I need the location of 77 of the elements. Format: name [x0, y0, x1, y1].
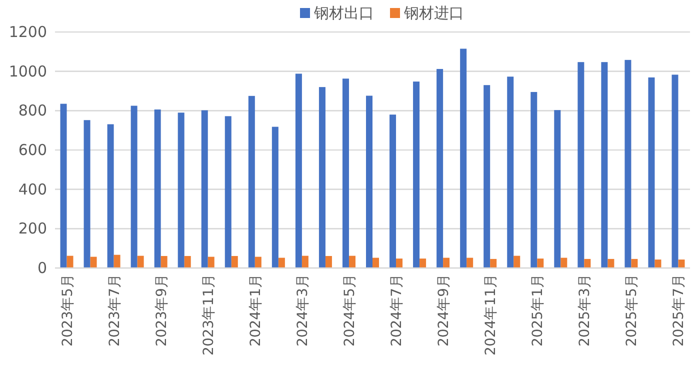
- x-tick-label: 2024年1月: [248, 274, 264, 347]
- y-tick-label: 400: [18, 180, 47, 198]
- bar: [654, 260, 662, 268]
- bar: [160, 256, 168, 268]
- bar: [366, 96, 372, 268]
- bar: [154, 109, 161, 268]
- bar: [530, 92, 538, 268]
- bar: [254, 256, 262, 268]
- bar: [678, 260, 685, 268]
- x-tick-label: 2023年11月: [200, 274, 217, 356]
- legend-label: 钢材进口: [403, 4, 464, 22]
- bar: [224, 116, 232, 268]
- bar: [413, 82, 420, 268]
- bar: [272, 126, 278, 268]
- bar: [278, 258, 285, 268]
- bar: [443, 258, 450, 268]
- y-tick-label: 1000: [8, 62, 47, 80]
- bar: [631, 258, 638, 268]
- x-tick-label: 2024年11月: [483, 274, 500, 356]
- y-tick-label: 800: [18, 102, 47, 120]
- bar: [560, 258, 568, 268]
- bar: [90, 256, 97, 268]
- bar: [208, 256, 214, 268]
- bar: [436, 68, 444, 268]
- x-tick-label: 2023年9月: [154, 274, 170, 347]
- bar: [66, 256, 74, 268]
- bar: [624, 60, 632, 268]
- x-tick-label: 2023年7月: [106, 274, 123, 347]
- bar: [396, 258, 403, 268]
- bar: [672, 74, 678, 268]
- x-tick-label: 2025年1月: [530, 274, 546, 347]
- y-tick-label: 600: [18, 141, 47, 159]
- bar: [137, 256, 144, 268]
- x-tick-label: 2025年7月: [671, 274, 688, 347]
- x-tick-label: 2024年9月: [436, 274, 452, 347]
- bar: [348, 256, 356, 268]
- bar: [114, 254, 120, 268]
- bar: [295, 74, 302, 268]
- x-tick-label: 2024年5月: [342, 274, 358, 347]
- bar: [201, 110, 208, 268]
- bar: [537, 258, 544, 268]
- legend-label: 钢材出口: [313, 4, 374, 22]
- bar: [490, 258, 497, 268]
- x-tick-label: 2024年7月: [389, 274, 406, 347]
- bar: [554, 110, 561, 268]
- bar: [514, 256, 520, 268]
- x-tick-label: 2024年3月: [294, 274, 311, 347]
- bar: [302, 256, 308, 268]
- bar: [248, 96, 255, 268]
- bar: [507, 76, 514, 268]
- bar: [130, 106, 138, 268]
- x-tick-label: 2025年3月: [577, 274, 594, 347]
- bar: [390, 114, 396, 268]
- bar: [325, 256, 332, 268]
- bar: [484, 85, 490, 268]
- bar: [648, 77, 655, 268]
- y-tick-label: 0: [37, 259, 47, 277]
- bar: [107, 124, 114, 268]
- x-tick-label: 2023年5月: [60, 274, 76, 347]
- bar: [178, 112, 184, 268]
- bar: [184, 256, 191, 268]
- bar: [420, 258, 426, 268]
- x-tick-label: 2025年5月: [624, 274, 640, 347]
- bar: [460, 48, 467, 268]
- bar: [608, 258, 614, 268]
- y-tick-label: 200: [18, 220, 47, 238]
- bar: [84, 120, 90, 268]
- bar: [584, 258, 591, 268]
- bar: [342, 78, 349, 268]
- y-tick-label: 1200: [8, 23, 47, 41]
- bar: [466, 258, 474, 268]
- bar: [578, 62, 584, 268]
- bar: [601, 62, 608, 268]
- bar: [372, 258, 379, 268]
- bar: [60, 104, 67, 268]
- bar: [318, 87, 326, 268]
- bar: [231, 256, 238, 268]
